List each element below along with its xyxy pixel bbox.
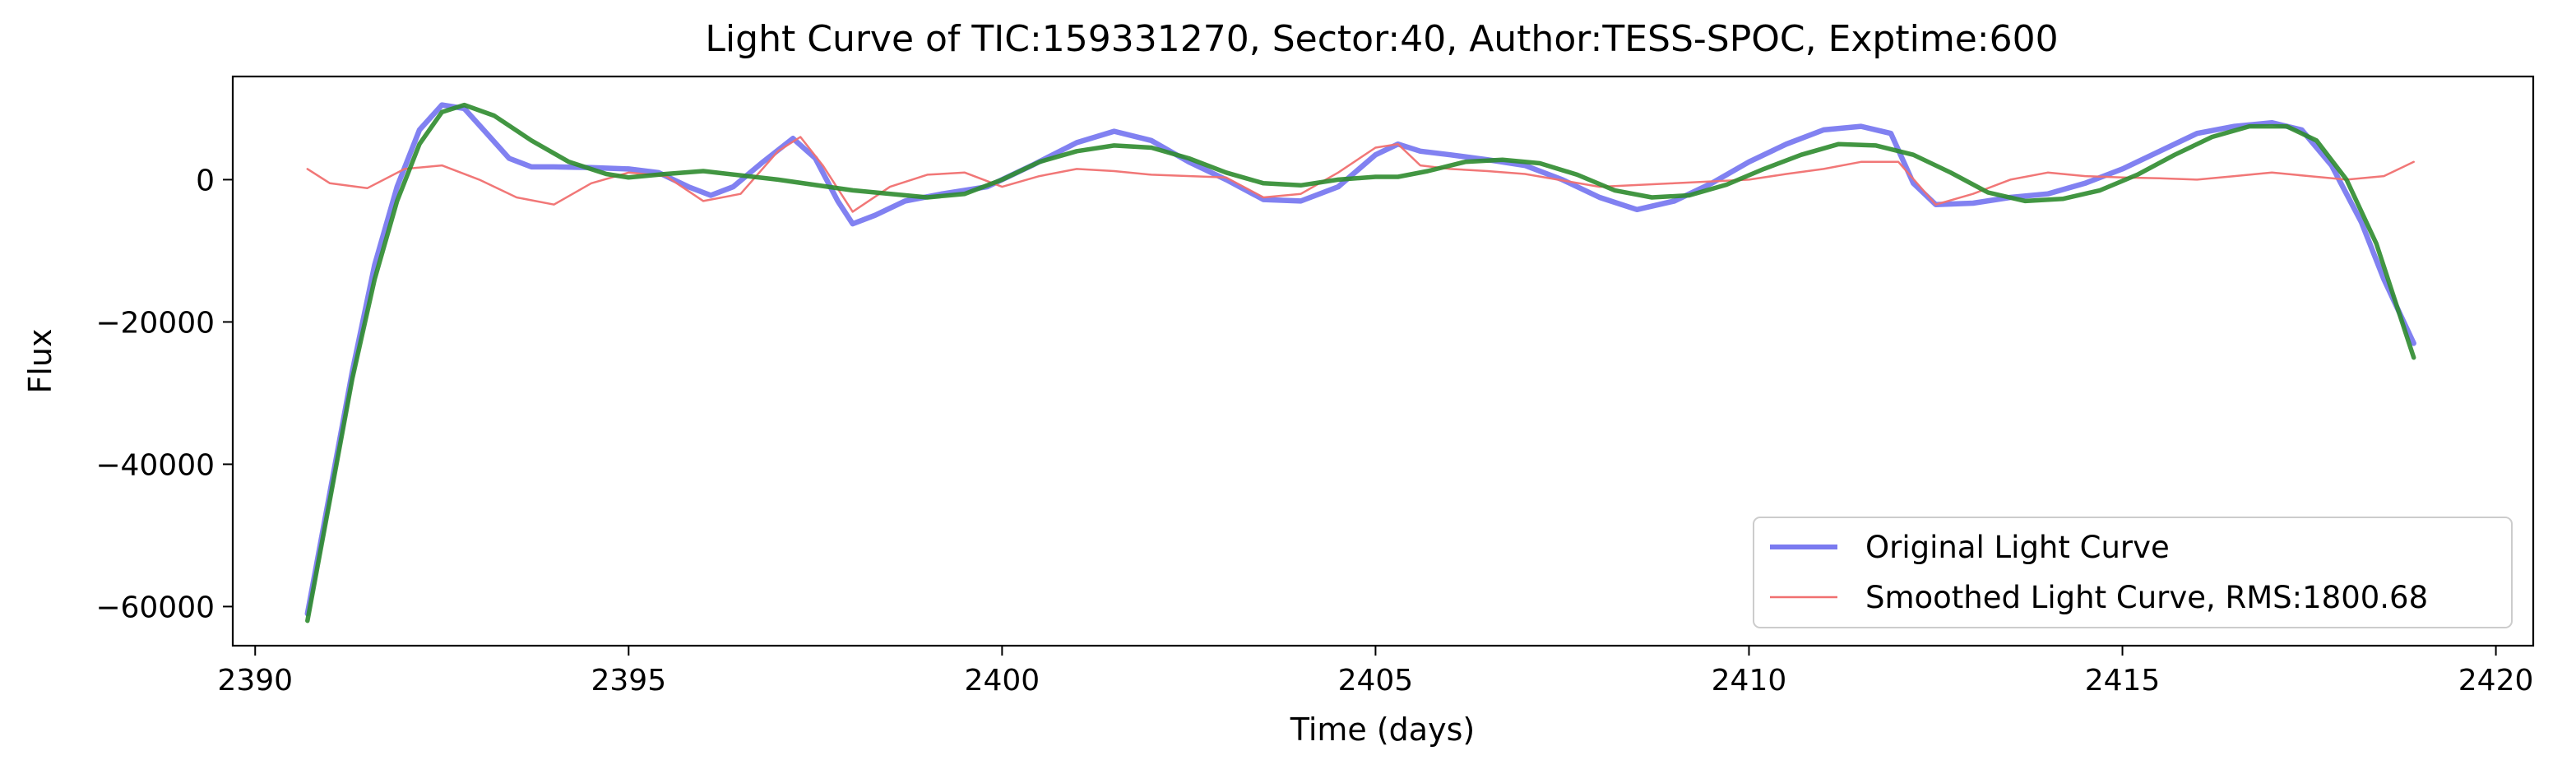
legend-label-smoothed: Smoothed Light Curve, RMS:1800.68 <box>1865 580 2428 615</box>
y-tick-label: −20000 <box>95 306 215 340</box>
series-layer <box>304 102 2416 623</box>
legend: Original Light Curve Smoothed Light Curv… <box>1753 517 2513 628</box>
legend-box <box>1753 517 2513 628</box>
y-axis-ticks: 0 −20000 −40000 −60000 <box>95 164 233 624</box>
x-tick-label: 2390 <box>217 664 293 698</box>
x-axis-ticks: 2390 2395 2400 2405 2410 2415 2420 <box>217 646 2533 698</box>
x-tick-label: 2410 <box>1712 664 1787 698</box>
series-line-fit <box>305 102 2416 623</box>
x-tick-label: 2420 <box>2458 664 2534 698</box>
y-axis-label: Flux <box>22 329 58 394</box>
y-tick-label: −60000 <box>95 591 215 624</box>
plot-frame <box>231 75 2535 647</box>
x-tick-label: 2400 <box>965 664 1040 698</box>
y-tick-label: 0 <box>196 164 215 197</box>
y-tick-label: −40000 <box>95 448 215 482</box>
x-tick-label: 2405 <box>1338 664 1414 698</box>
chart-title: Light Curve of TIC:159331270, Sector:40,… <box>705 18 2058 60</box>
legend-label-original: Original Light Curve <box>1865 530 2170 565</box>
x-axis-label: Time (days) <box>1290 711 1475 748</box>
x-tick-label: 2395 <box>591 664 666 698</box>
x-tick-label: 2415 <box>2085 664 2161 698</box>
series-line-original <box>304 102 2416 617</box>
